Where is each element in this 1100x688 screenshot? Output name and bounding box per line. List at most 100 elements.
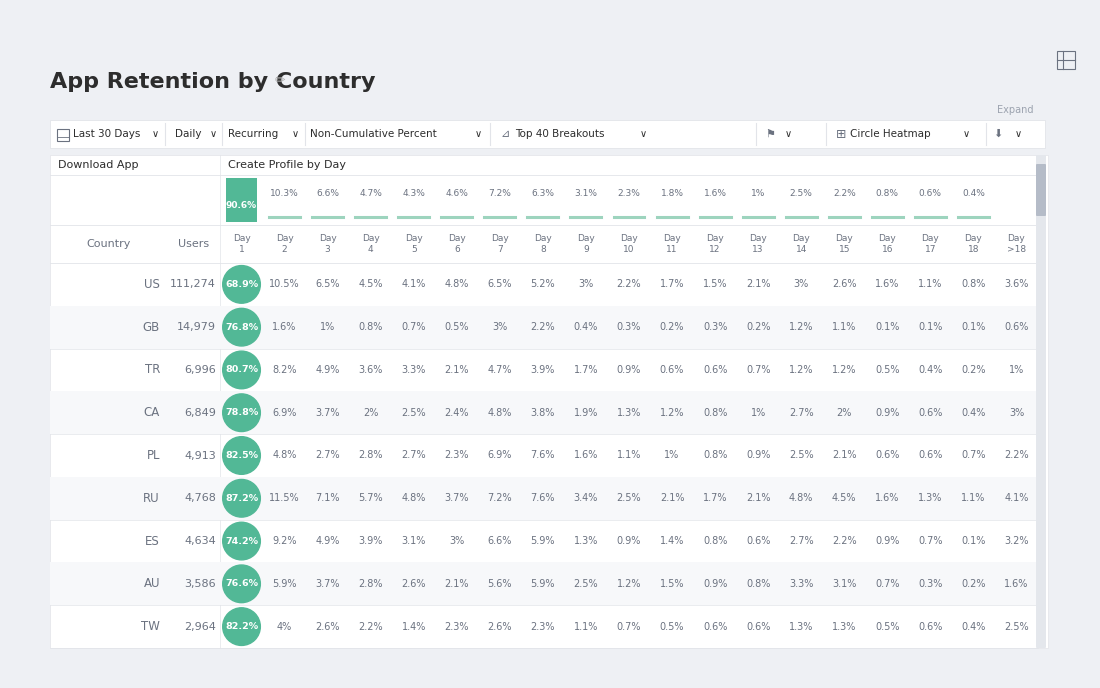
Text: 6.9%: 6.9% xyxy=(273,408,297,418)
Text: 78.8%: 78.8% xyxy=(224,408,258,417)
Text: 2.2%: 2.2% xyxy=(832,536,857,546)
Text: 2.5%: 2.5% xyxy=(402,408,426,418)
Text: 0.6%: 0.6% xyxy=(918,622,943,632)
Text: 87.2%: 87.2% xyxy=(226,494,258,503)
Text: Daily: Daily xyxy=(175,129,201,139)
Text: 1.2%: 1.2% xyxy=(789,365,814,375)
Bar xyxy=(50,563,1038,605)
Text: 3%: 3% xyxy=(793,279,808,290)
Text: 0.5%: 0.5% xyxy=(876,365,900,375)
Text: 2.2%: 2.2% xyxy=(359,622,383,632)
Text: TW: TW xyxy=(141,620,160,633)
Text: 4.5%: 4.5% xyxy=(359,279,383,290)
Text: 5.7%: 5.7% xyxy=(359,493,383,504)
Text: 0.8%: 0.8% xyxy=(703,451,727,460)
Text: 3.4%: 3.4% xyxy=(574,493,598,504)
Text: 4.8%: 4.8% xyxy=(444,279,469,290)
Text: Country: Country xyxy=(87,239,131,249)
Text: 0.3%: 0.3% xyxy=(703,322,727,332)
Text: 2.7%: 2.7% xyxy=(402,451,426,460)
Bar xyxy=(50,305,1038,349)
Text: 1.7%: 1.7% xyxy=(574,365,598,375)
Text: ES: ES xyxy=(145,535,160,548)
Text: 4.1%: 4.1% xyxy=(402,279,426,290)
Text: CA: CA xyxy=(144,406,159,419)
Text: 11.5%: 11.5% xyxy=(270,493,300,504)
Text: 0.6%: 0.6% xyxy=(918,189,942,199)
Text: 1.1%: 1.1% xyxy=(617,451,641,460)
Text: 7.2%: 7.2% xyxy=(488,189,512,199)
Text: 1.3%: 1.3% xyxy=(789,622,813,632)
Text: Day
9: Day 9 xyxy=(578,235,595,254)
Text: 6.5%: 6.5% xyxy=(487,279,513,290)
Text: 1.1%: 1.1% xyxy=(832,322,857,332)
Text: 3.6%: 3.6% xyxy=(359,365,383,375)
Text: 4.5%: 4.5% xyxy=(832,493,857,504)
Text: ⊿: ⊿ xyxy=(500,129,509,139)
Text: 1.6%: 1.6% xyxy=(574,451,598,460)
Text: 0.2%: 0.2% xyxy=(660,322,684,332)
Text: 2.5%: 2.5% xyxy=(617,493,641,504)
Text: 1.6%: 1.6% xyxy=(876,493,900,504)
Text: 7.6%: 7.6% xyxy=(530,451,556,460)
Text: 68.9%: 68.9% xyxy=(226,280,258,289)
Text: ∨: ∨ xyxy=(292,129,299,139)
Text: 2.8%: 2.8% xyxy=(359,451,383,460)
Text: Day
5: Day 5 xyxy=(405,235,422,254)
Bar xyxy=(1057,51,1075,69)
Text: Day
3: Day 3 xyxy=(319,235,337,254)
Text: 1.7%: 1.7% xyxy=(660,279,684,290)
Text: ✏: ✏ xyxy=(275,74,286,87)
Text: Last 30 Days: Last 30 Days xyxy=(73,129,141,139)
Text: ∨: ∨ xyxy=(475,129,482,139)
Circle shape xyxy=(222,565,261,603)
Text: 1.6%: 1.6% xyxy=(704,189,727,199)
Text: 2%: 2% xyxy=(363,408,378,418)
Text: 4.8%: 4.8% xyxy=(402,493,426,504)
Text: 5.9%: 5.9% xyxy=(530,579,556,589)
Text: 0.5%: 0.5% xyxy=(444,322,469,332)
Text: ⚑: ⚑ xyxy=(764,129,776,139)
Text: 4.9%: 4.9% xyxy=(316,365,340,375)
Text: 0.6%: 0.6% xyxy=(703,365,727,375)
Text: 6.5%: 6.5% xyxy=(316,279,340,290)
Text: 1.8%: 1.8% xyxy=(661,189,683,199)
Text: 1.6%: 1.6% xyxy=(273,322,297,332)
Text: 3.3%: 3.3% xyxy=(789,579,813,589)
Text: 4,634: 4,634 xyxy=(185,536,216,546)
Text: 3.2%: 3.2% xyxy=(1004,536,1028,546)
Text: 3.7%: 3.7% xyxy=(316,408,340,418)
Text: AU: AU xyxy=(143,577,160,590)
Text: 2.1%: 2.1% xyxy=(660,493,684,504)
Text: 4.1%: 4.1% xyxy=(1004,493,1028,504)
Text: 2.5%: 2.5% xyxy=(790,189,813,199)
Text: 0.9%: 0.9% xyxy=(703,579,727,589)
Text: 2.4%: 2.4% xyxy=(444,408,469,418)
Circle shape xyxy=(222,522,261,560)
Bar xyxy=(50,391,1038,434)
Text: 0.9%: 0.9% xyxy=(617,365,641,375)
Text: 0.2%: 0.2% xyxy=(961,365,986,375)
Circle shape xyxy=(222,351,261,389)
Text: 7.6%: 7.6% xyxy=(530,493,556,504)
Text: 1.4%: 1.4% xyxy=(660,536,684,546)
Text: ∨: ∨ xyxy=(152,129,160,139)
Text: 0.2%: 0.2% xyxy=(746,322,770,332)
Text: ∨: ∨ xyxy=(962,129,970,139)
Text: 1.1%: 1.1% xyxy=(574,622,598,632)
Text: 0.1%: 0.1% xyxy=(961,322,986,332)
Text: GB: GB xyxy=(143,321,160,334)
Text: Day
2: Day 2 xyxy=(276,235,294,254)
Text: 90.6%: 90.6% xyxy=(226,202,257,211)
Text: 0.7%: 0.7% xyxy=(746,365,770,375)
Text: Day
16: Day 16 xyxy=(879,235,896,254)
Text: 2.2%: 2.2% xyxy=(617,279,641,290)
Text: 2.1%: 2.1% xyxy=(746,493,770,504)
Text: 76.6%: 76.6% xyxy=(226,579,258,588)
Text: 2.7%: 2.7% xyxy=(789,408,814,418)
Text: Day
>18: Day >18 xyxy=(1006,235,1026,254)
Text: 0.4%: 0.4% xyxy=(918,365,943,375)
Text: 2.1%: 2.1% xyxy=(444,365,469,375)
Text: 9.2%: 9.2% xyxy=(273,536,297,546)
Text: Non-Cumulative Percent: Non-Cumulative Percent xyxy=(310,129,437,139)
